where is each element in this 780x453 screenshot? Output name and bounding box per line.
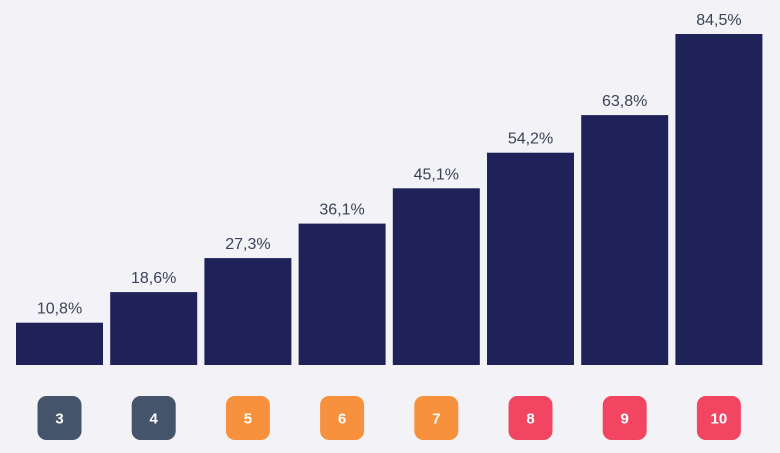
- category-label-7: 7: [432, 411, 440, 428]
- value-labels-group: 10,8% 18,6% 27,3% 36,1% 45,1% 54,2% 63,8% 84,5%: [37, 12, 742, 318]
- category-badge-10: [696, 396, 741, 440]
- bar-6: [298, 223, 386, 365]
- value-label-7: 45,1%: [414, 166, 459, 183]
- bars-group: [16, 34, 763, 365]
- value-label-9: 63,8%: [602, 93, 647, 110]
- bar-7: [392, 188, 480, 365]
- bar-3: [16, 322, 103, 365]
- value-label-3: 10,8%: [37, 301, 82, 318]
- category-label-9: 9: [621, 411, 629, 428]
- bar-4: [110, 292, 198, 365]
- value-label-6: 36,1%: [319, 202, 364, 219]
- value-label-5: 27,3%: [225, 236, 270, 253]
- category-label-10: 10: [711, 411, 728, 428]
- bar-8: [487, 152, 574, 365]
- value-label-10: 84,5%: [696, 12, 741, 29]
- category-badge-8: [508, 396, 553, 440]
- category-label-6: 6: [338, 411, 346, 428]
- category-badge-7: [414, 396, 459, 440]
- category-badge-3: [37, 396, 82, 440]
- category-badge-5: [225, 396, 270, 440]
- category-badge-4: [131, 396, 176, 440]
- category-label-5: 5: [244, 411, 252, 428]
- bar-5: [204, 258, 292, 365]
- category-label-8: 8: [526, 411, 534, 428]
- value-label-8: 54,2%: [508, 131, 553, 148]
- bar-9: [581, 115, 669, 365]
- category-badges-group: 3 4 5 6 7 8 9 10: [37, 396, 741, 440]
- value-label-4: 18,6%: [131, 270, 176, 287]
- category-label-4: 4: [150, 411, 159, 428]
- category-badge-9: [602, 396, 647, 440]
- bar-10: [675, 34, 763, 365]
- category-badge-6: [320, 396, 365, 440]
- category-label-3: 3: [55, 411, 63, 428]
